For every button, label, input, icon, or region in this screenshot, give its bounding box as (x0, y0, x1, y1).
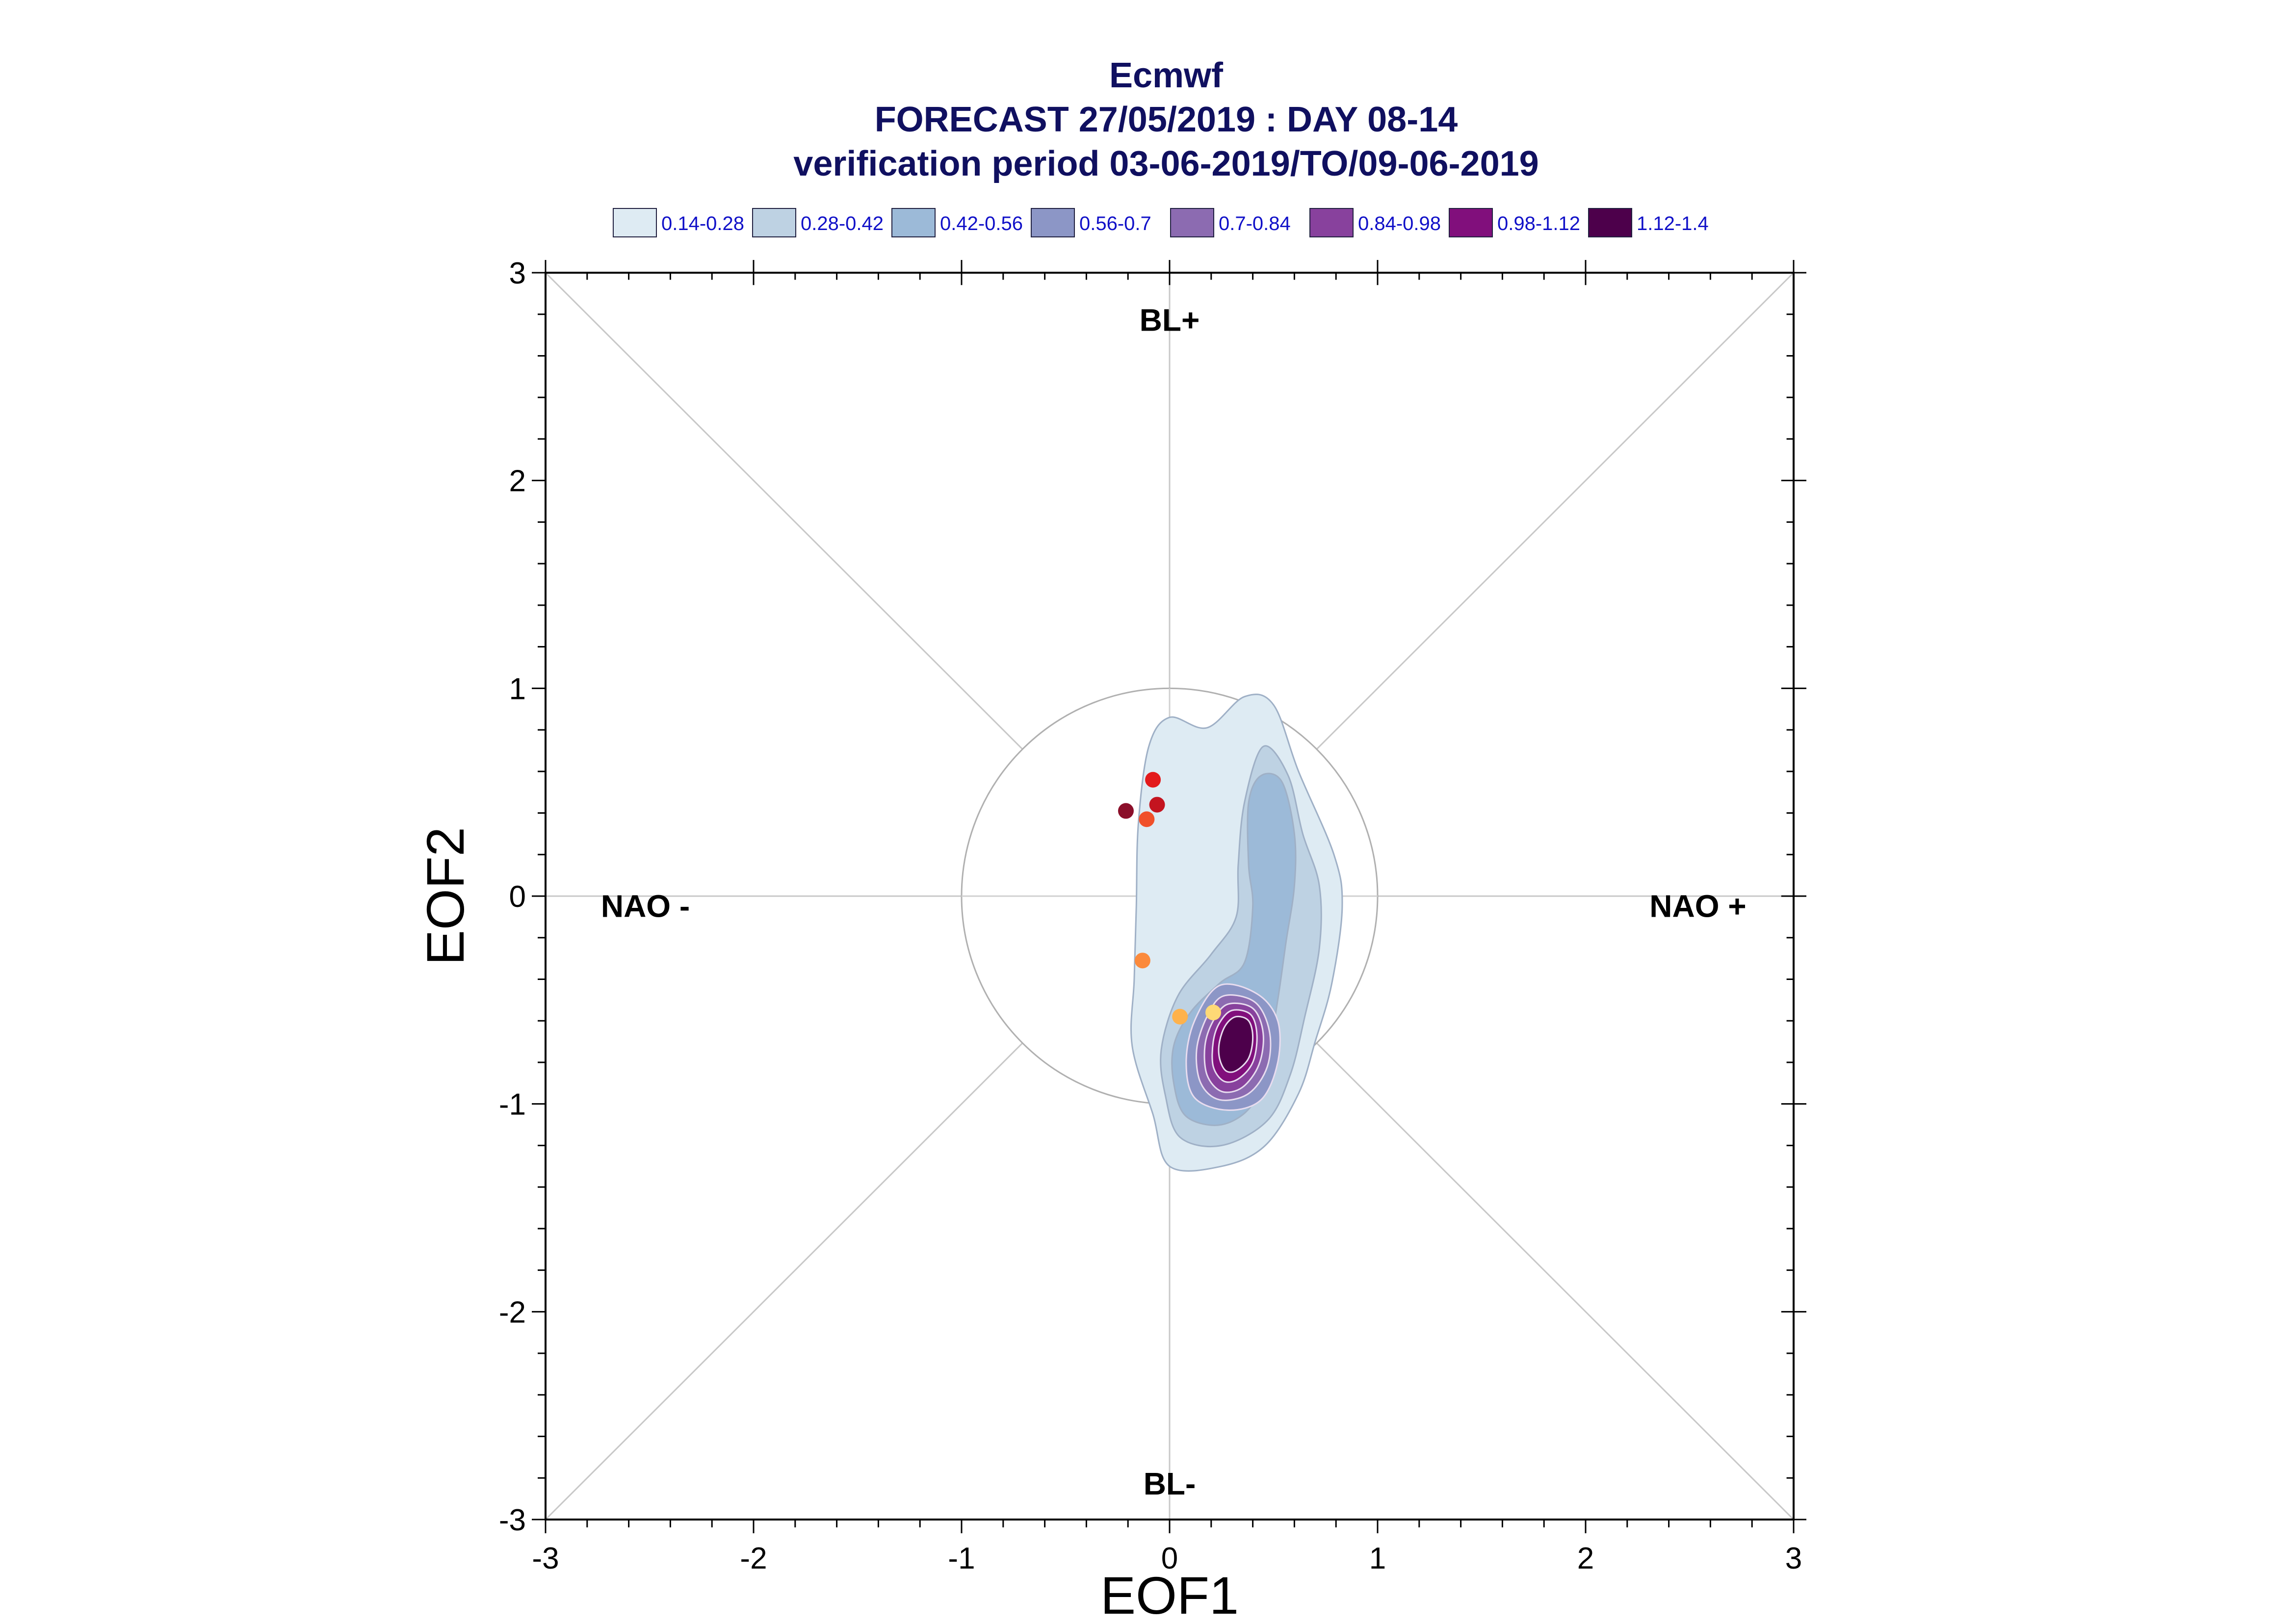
legend-label: 0.7-0.84 (1219, 213, 1291, 234)
scatter-point (1118, 803, 1134, 819)
legend-label: 0.42-0.56 (940, 213, 1023, 234)
chart-title: Ecmwf FORECAST 27/05/2019 : DAY 08-14 ve… (793, 56, 1539, 183)
legend-label: 0.56-0.7 (1079, 213, 1151, 234)
scatter-point (1172, 1008, 1188, 1025)
regime-nao-minus: NAO - (601, 888, 690, 924)
chart-legend: 0.14-0.28 0.28-0.42 0.42-0.56 0.56-0.7 0.7-0… (613, 208, 1709, 237)
x-tick-label: -1 (948, 1542, 975, 1575)
legend-label: 0.84-0.98 (1358, 213, 1441, 234)
legend-label: 1.12-1.4 (1637, 213, 1709, 234)
regime-bl-minus: BL- (1144, 1466, 1196, 1501)
x-tick-label: -2 (740, 1542, 767, 1575)
legend-label: 0.28-0.42 (801, 213, 884, 234)
chart-title-line-1: Ecmwf (1109, 56, 1224, 95)
plot-area: BL+ BL- NAO - NAO + -3 -2 -1 0 1 2 3 -3 -2 -1 0 1 2 3 EOF1… (416, 257, 1806, 1624)
chart-title-line-3: verification period 03-06-2019/TO/09-06-… (793, 144, 1539, 183)
y-axis-label: EOF2 (416, 827, 475, 965)
legend-swatch (752, 208, 796, 237)
y-tick-label: -1 (499, 1088, 526, 1122)
chart-title-line-2: FORECAST 27/05/2019 : DAY 08-14 (875, 100, 1458, 139)
legend-label: 0.98-1.12 (1497, 213, 1580, 234)
y-tick-label: 2 (509, 464, 526, 498)
y-tick-label: -2 (499, 1295, 526, 1329)
legend-label: 0.14-0.28 (661, 213, 744, 234)
scatter-point (1139, 811, 1155, 827)
legend-swatch (613, 208, 657, 237)
y-tick-label: -3 (499, 1503, 526, 1537)
x-tick-label: 0 (1161, 1542, 1178, 1575)
regime-nao-plus: NAO + (1649, 888, 1746, 924)
legend-swatch (1449, 208, 1493, 237)
x-tick-label: 3 (1785, 1542, 1802, 1575)
legend-swatch (1031, 208, 1075, 237)
x-tick-label: 1 (1369, 1542, 1386, 1575)
scatter-point (1134, 953, 1150, 969)
regime-bl-plus: BL+ (1140, 303, 1200, 338)
y-tick-label: 1 (509, 672, 526, 706)
y-tick-label: 0 (509, 880, 526, 914)
scatter-point (1205, 1005, 1222, 1021)
x-tick-label: -3 (532, 1542, 559, 1575)
legend-swatch (1170, 208, 1214, 237)
y-tick-label: 3 (509, 257, 526, 290)
legend-swatch (891, 208, 936, 237)
scatter-point (1149, 797, 1165, 813)
x-axis-label: EOF1 (1100, 1566, 1239, 1624)
legend-swatch (1309, 208, 1354, 237)
density-contour (1218, 1015, 1254, 1073)
legend-swatch (1588, 208, 1632, 237)
scatter-point (1145, 772, 1161, 788)
x-tick-label: 2 (1577, 1542, 1594, 1575)
